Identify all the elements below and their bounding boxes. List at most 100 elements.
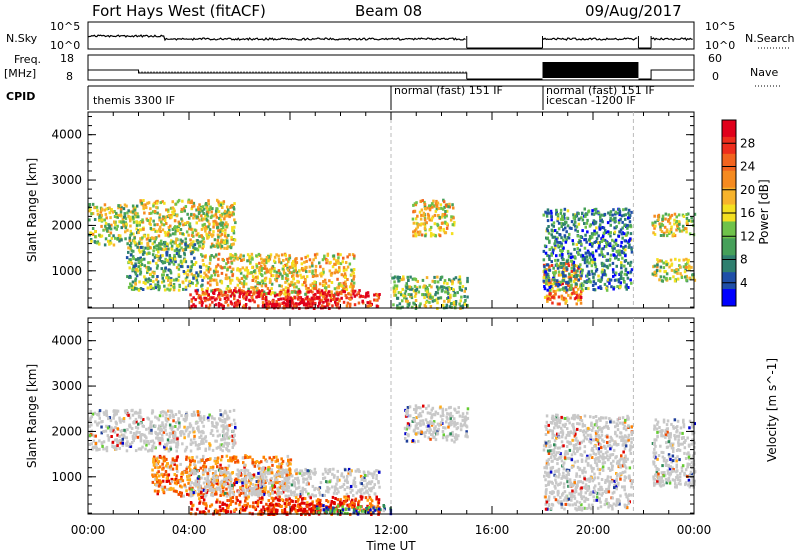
range-cell bbox=[566, 209, 570, 213]
nave-label: Nave bbox=[750, 66, 778, 79]
range-cell bbox=[433, 275, 436, 279]
range-cell bbox=[608, 281, 611, 285]
range-cell bbox=[91, 412, 95, 416]
range-cell bbox=[318, 299, 322, 303]
range-cell bbox=[662, 266, 666, 270]
range-cell bbox=[556, 244, 560, 248]
range-cell bbox=[102, 447, 105, 451]
range-cell bbox=[258, 488, 262, 492]
range-cell bbox=[607, 278, 610, 282]
range-cell bbox=[260, 257, 263, 261]
range-cell bbox=[227, 442, 231, 446]
range-cell bbox=[670, 213, 674, 217]
range-cell bbox=[279, 297, 283, 301]
range-cell bbox=[576, 269, 579, 273]
range-cell bbox=[170, 260, 174, 264]
range-cell bbox=[161, 260, 165, 264]
range-cell bbox=[593, 208, 596, 212]
range-cell bbox=[90, 212, 93, 216]
range-cell bbox=[574, 224, 577, 228]
range-cell bbox=[139, 415, 142, 419]
range-cell bbox=[367, 493, 371, 497]
range-cell bbox=[207, 266, 211, 269]
range-cell bbox=[202, 494, 205, 497]
range-cell bbox=[169, 481, 172, 485]
range-cell bbox=[249, 299, 252, 303]
range-cell bbox=[194, 443, 198, 447]
range-cell bbox=[130, 427, 134, 430]
range-cell bbox=[429, 295, 432, 299]
range-cell bbox=[290, 290, 294, 294]
range-cell bbox=[561, 282, 564, 286]
range-cell bbox=[352, 271, 355, 275]
range-cell bbox=[458, 288, 462, 291]
range-cell bbox=[163, 284, 166, 288]
range-cell bbox=[668, 230, 671, 234]
range-cell bbox=[556, 279, 559, 283]
range-cell bbox=[180, 485, 183, 489]
freq-label: Freq. bbox=[14, 53, 41, 66]
range-cell bbox=[165, 464, 168, 468]
range-cell bbox=[229, 458, 233, 462]
range-cell bbox=[559, 211, 563, 215]
range-cell bbox=[614, 242, 618, 246]
range-cell bbox=[125, 449, 129, 453]
range-cell bbox=[268, 268, 272, 272]
range-cell bbox=[120, 238, 123, 242]
range-cell bbox=[290, 271, 293, 275]
range-cell bbox=[336, 302, 340, 306]
range-cell bbox=[265, 459, 269, 463]
range-cell bbox=[168, 423, 172, 427]
range-cell bbox=[93, 218, 97, 221]
range-cell bbox=[197, 207, 200, 211]
range-cell bbox=[93, 411, 97, 415]
range-cell bbox=[191, 231, 194, 235]
range-cell bbox=[167, 276, 171, 280]
range-cell bbox=[195, 292, 199, 296]
range-cell bbox=[608, 242, 612, 246]
range-cell bbox=[139, 245, 143, 249]
range-cell bbox=[179, 264, 183, 268]
range-cell bbox=[625, 207, 628, 211]
range-cell bbox=[152, 219, 155, 223]
range-cell bbox=[288, 284, 292, 287]
range-cell bbox=[207, 267, 211, 271]
range-cell bbox=[282, 288, 285, 292]
range-cell bbox=[311, 302, 314, 306]
range-cell bbox=[192, 410, 196, 414]
range-cell bbox=[150, 428, 153, 432]
range-cell bbox=[285, 263, 289, 267]
range-cell bbox=[550, 218, 553, 222]
range-cell bbox=[320, 271, 323, 275]
range-cell bbox=[571, 255, 575, 259]
range-cell bbox=[658, 269, 662, 273]
range-cell bbox=[615, 278, 618, 282]
range-cell bbox=[100, 234, 104, 238]
range-cell bbox=[159, 247, 163, 251]
range-cell bbox=[139, 199, 142, 203]
range-cell bbox=[139, 436, 143, 440]
range-cell bbox=[203, 477, 207, 481]
range-cell bbox=[314, 256, 317, 260]
range-cell bbox=[562, 264, 565, 268]
range-cell bbox=[579, 263, 582, 267]
range-cell bbox=[95, 447, 98, 450]
range-cell bbox=[176, 228, 180, 232]
range-cell bbox=[178, 248, 181, 252]
range-cell bbox=[212, 473, 215, 477]
range-cell bbox=[212, 269, 216, 273]
range-cell bbox=[224, 231, 227, 235]
range-cell bbox=[676, 271, 679, 275]
range-cell bbox=[186, 492, 189, 496]
range-cell bbox=[195, 278, 199, 282]
range-cell bbox=[414, 290, 418, 294]
range-cell bbox=[145, 237, 149, 241]
range-cell bbox=[190, 488, 193, 492]
range-cell bbox=[215, 446, 219, 450]
range-cell bbox=[171, 467, 175, 471]
range-cell bbox=[229, 289, 232, 293]
range-cell bbox=[414, 288, 417, 292]
range-cell bbox=[361, 295, 365, 298]
range-cell bbox=[215, 297, 218, 301]
range-cell bbox=[130, 262, 134, 266]
